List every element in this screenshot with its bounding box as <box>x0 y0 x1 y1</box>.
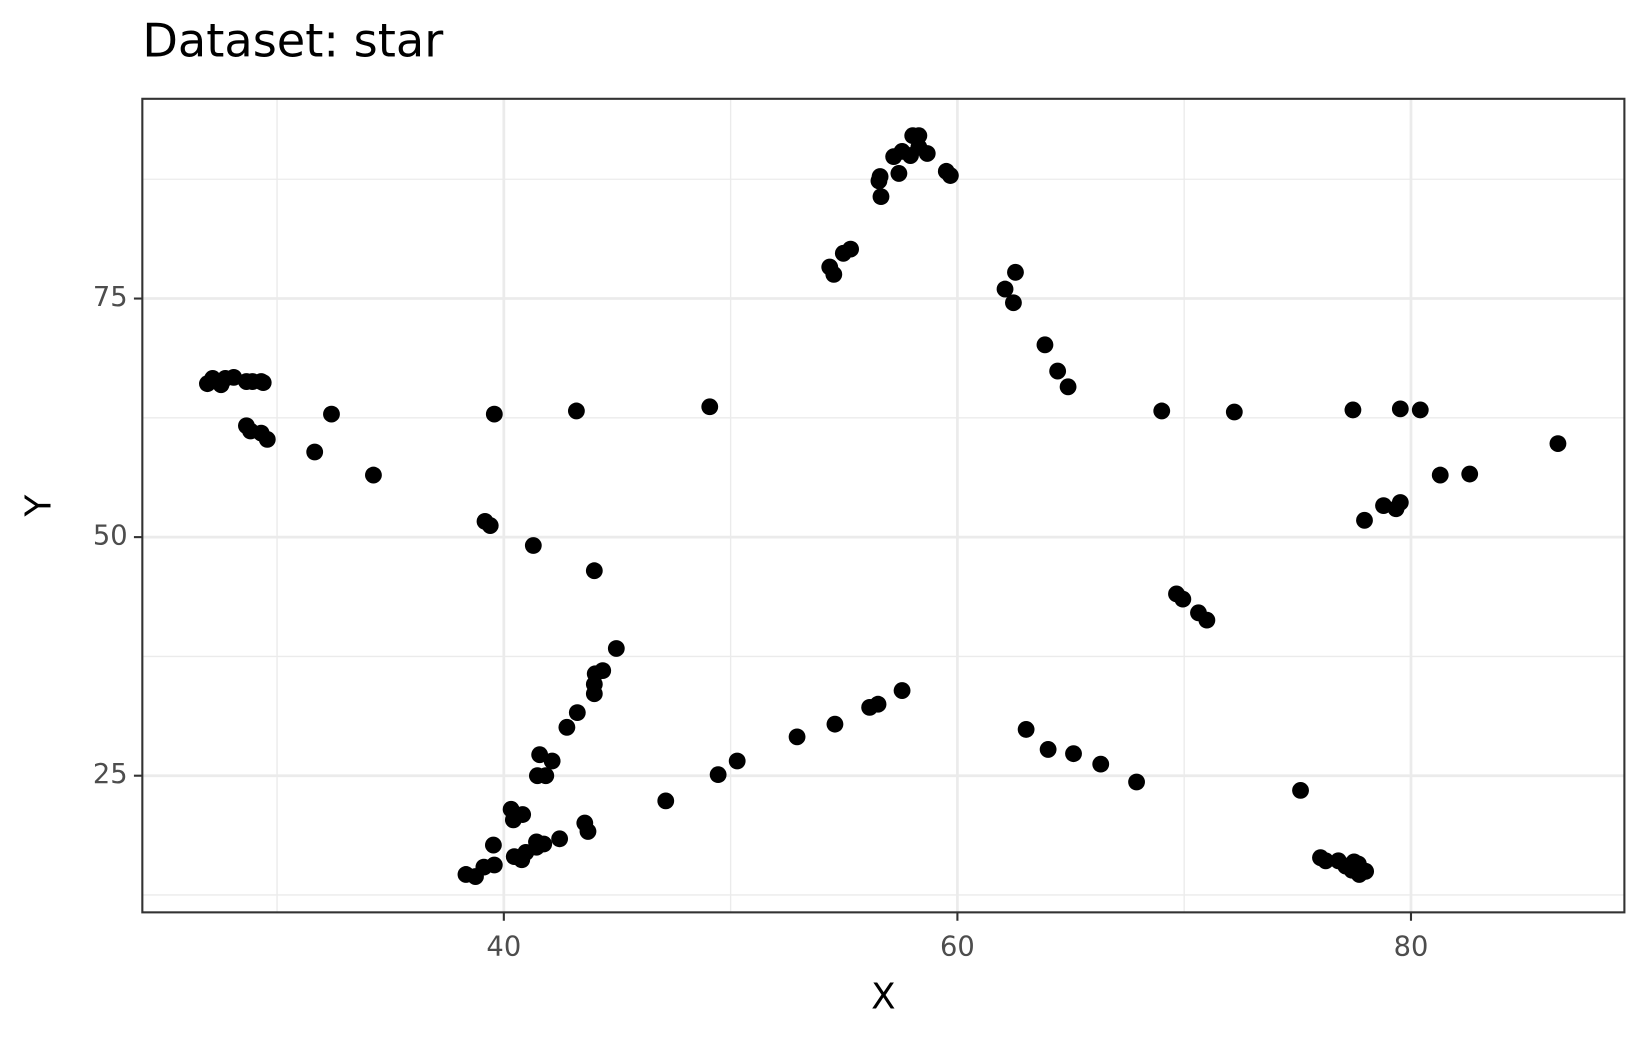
point <box>893 682 911 699</box>
point <box>826 715 844 733</box>
point <box>551 830 569 848</box>
point <box>890 165 908 182</box>
point <box>709 766 727 784</box>
point <box>825 265 843 283</box>
point <box>306 443 324 461</box>
point <box>225 368 243 386</box>
point <box>1153 402 1171 420</box>
point <box>788 728 806 746</box>
point <box>258 430 276 448</box>
point <box>365 466 382 484</box>
point <box>871 168 889 185</box>
point <box>504 811 522 829</box>
point <box>1059 378 1077 396</box>
point <box>528 767 546 785</box>
point <box>1065 745 1082 763</box>
y-tick-label: 50 <box>93 521 128 552</box>
point <box>1092 755 1110 773</box>
point <box>254 374 272 392</box>
point <box>910 127 928 145</box>
point <box>1292 781 1309 799</box>
point <box>484 836 502 854</box>
point <box>701 398 719 416</box>
point <box>568 704 586 722</box>
point <box>485 856 503 874</box>
point <box>1225 403 1243 421</box>
point <box>996 280 1014 298</box>
x-tick-label: 60 <box>940 932 975 963</box>
point <box>657 792 675 810</box>
point <box>1349 855 1367 873</box>
x-tick-label: 80 <box>1394 932 1429 963</box>
point <box>1174 590 1192 608</box>
point <box>1461 465 1479 483</box>
point <box>485 405 503 423</box>
point <box>1036 336 1054 354</box>
point <box>1039 741 1057 758</box>
point <box>872 188 890 206</box>
point <box>1017 721 1035 738</box>
point <box>531 746 549 764</box>
point <box>869 695 887 713</box>
point <box>579 823 597 840</box>
point <box>535 835 553 853</box>
x-axis-label: X <box>871 977 895 1018</box>
point <box>585 562 603 580</box>
point <box>1431 466 1449 484</box>
panel-border <box>141 97 1626 914</box>
point <box>1128 773 1145 791</box>
point <box>1356 511 1373 529</box>
point <box>1317 852 1335 870</box>
point <box>558 718 576 736</box>
chart-title: Dataset: star <box>142 14 444 68</box>
point <box>918 145 936 162</box>
point <box>543 752 561 770</box>
point <box>585 685 603 703</box>
point <box>1198 611 1216 629</box>
point <box>1007 263 1024 281</box>
y-tick-label: 75 <box>93 282 128 313</box>
point <box>728 752 746 770</box>
point <box>941 167 959 184</box>
point <box>842 240 859 258</box>
point <box>1344 401 1362 419</box>
point <box>567 402 585 420</box>
point <box>1005 294 1022 312</box>
point <box>524 537 542 554</box>
y-tick-label: 25 <box>93 759 128 790</box>
y-axis-label: Y <box>18 494 59 517</box>
x-tick-label: 40 <box>486 932 521 963</box>
point <box>1049 362 1067 380</box>
point <box>481 517 499 534</box>
point <box>1391 400 1409 418</box>
point <box>607 640 625 657</box>
point <box>1411 401 1429 419</box>
point <box>1391 494 1409 511</box>
point <box>1549 435 1567 453</box>
point <box>323 405 340 423</box>
